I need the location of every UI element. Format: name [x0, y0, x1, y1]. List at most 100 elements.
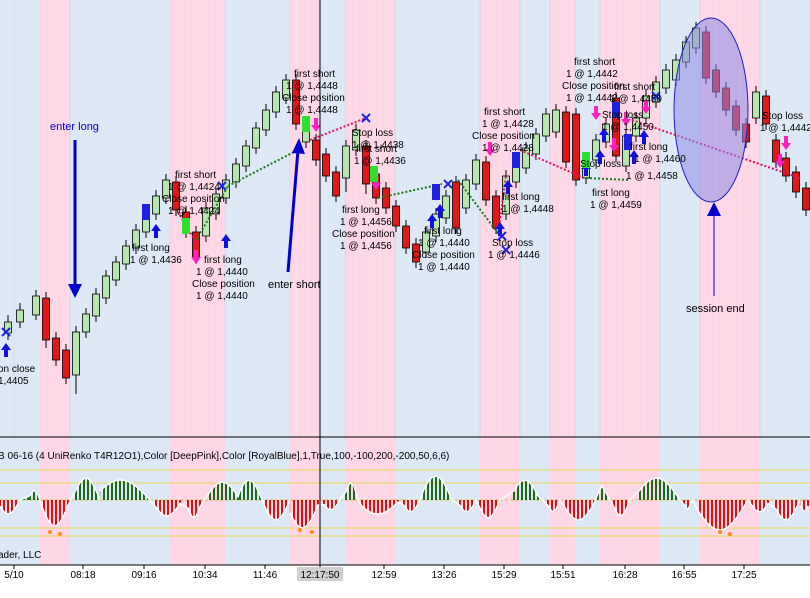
x-tick-label: 12:17:50 [301, 570, 340, 581]
annotation-label: Stop loss [492, 238, 533, 249]
trade-entry-marker [302, 116, 310, 132]
annotation-label: 1 @ 1,4459 [590, 200, 642, 211]
annotation-label: 1 @ 1,4448 [286, 105, 338, 116]
candle-up [752, 91, 760, 119]
session-band [0, 0, 14, 565]
trade-entry-marker [582, 152, 590, 168]
annotation-label: 1 @ 1,4438 [352, 140, 404, 151]
indicator-panel [0, 438, 810, 565]
short-arrow-icon [591, 106, 601, 120]
exit-marker-icon [217, 181, 227, 191]
indicator-band [0, 438, 40, 565]
annotation-label: first short [614, 82, 655, 93]
short-arrow-icon [621, 112, 631, 126]
session-end-ellipse [673, 17, 749, 203]
watermark: ader, LLC [0, 550, 41, 561]
candle-up [162, 179, 170, 199]
trade-entry-marker [624, 134, 632, 150]
annotation-label: Close position [332, 229, 395, 240]
long-arrow-icon [221, 234, 231, 248]
candle-up [532, 133, 540, 155]
annotation-label: 1 @ 1,4450 [602, 122, 654, 133]
annotation-label: first short [175, 170, 216, 181]
candle-up [72, 331, 80, 376]
short-arrow-icon [641, 100, 651, 114]
annotation-label: Stop loss [602, 110, 643, 121]
candle-down [482, 161, 490, 201]
candle-down [52, 337, 60, 361]
highlighted-tick-box [297, 567, 343, 581]
candle-up [102, 275, 110, 299]
annotation-label: session end [686, 303, 745, 315]
x-tick-label: 10:34 [192, 570, 217, 581]
x-tick-label: 11:46 [253, 570, 278, 581]
candle-down [172, 181, 180, 211]
long-arrow-icon [629, 150, 639, 164]
indicator-extreme-dot [718, 530, 722, 534]
indicator-band [550, 438, 575, 565]
candle-down [322, 153, 330, 177]
indicator-extreme-dot [298, 528, 302, 532]
candle-down [412, 243, 420, 263]
annotation-label: Close position [282, 93, 345, 104]
candle-down [392, 205, 400, 227]
exit-marker-icon [361, 113, 371, 123]
annotation-label: 1 @ 1,4440 [418, 238, 470, 249]
annotation-label: 1 @ 1,4440 [418, 262, 470, 273]
annotation-label: 1 @ 1,4442 [566, 93, 618, 104]
indicator-title: B 06-16 (4 UniRenko T4R12O1),Color [Deep… [0, 451, 449, 462]
candle-down [792, 171, 800, 193]
candle-up [462, 179, 470, 209]
indicator-extreme-dot [310, 530, 314, 534]
candle-down [362, 145, 370, 185]
x-axis: 5/10 08:18 09:16 10:34 11:46 12:17:50 12:59 13:… [4, 565, 757, 581]
candle-up [252, 127, 260, 149]
annotation-label: 1 @ 1,4440 [196, 291, 248, 302]
annotation-label: Close position [192, 279, 255, 290]
candle-up [472, 159, 480, 185]
candle-up [92, 293, 100, 317]
trade-line [227, 151, 295, 187]
candle-up [122, 245, 130, 265]
candle-up [502, 175, 510, 215]
annotation-label: Close position [562, 81, 625, 92]
x-tick-label: 5/10 [4, 570, 24, 581]
candle-down [562, 111, 570, 163]
annotation-label: Stop loss [580, 159, 621, 170]
candle-down [492, 195, 500, 229]
annotation-label: 1 @ 1,4448 [286, 81, 338, 92]
annotation-label: first long [630, 142, 668, 153]
x-tick-label: 16:28 [612, 570, 637, 581]
candle-up [232, 163, 240, 183]
annotation-label: 1 @ 1,4436 [130, 255, 182, 266]
long-arrow-icon [599, 128, 609, 142]
trade-line [585, 177, 631, 181]
x-tick-label: 15:51 [550, 570, 575, 581]
annotation-label: 1 @ 1,4428 [482, 143, 534, 154]
enter-short-arrow [286, 149, 300, 273]
annotation-label: 1 @ 1,4456 [340, 241, 392, 252]
annotation-label: first short [484, 107, 525, 118]
x-tick-label: 16:55 [671, 570, 696, 581]
enter-long-arrowhead-icon [68, 284, 82, 298]
long-arrow-icon [427, 214, 437, 228]
long-arrow-icon [503, 180, 513, 194]
indicator-band [395, 438, 480, 565]
annotation-label: 1 @ 1,4440 [196, 267, 248, 278]
annotation-label: Stop loss [762, 111, 803, 122]
annotation-label: 1 @ 1,4442 [760, 123, 810, 134]
annotation-label: first short [356, 144, 397, 155]
candle-up [442, 195, 450, 219]
candle-up [82, 313, 90, 333]
trade-line [177, 211, 199, 247]
annotation-label: enter long [50, 121, 99, 133]
candle-down [332, 171, 340, 197]
annotation-label: 1 @ 1,4428 [482, 119, 534, 130]
exit-marker-icon [443, 179, 453, 189]
candle-up [282, 79, 290, 99]
annotation-label: first long [132, 243, 170, 254]
annotation-label: first long [424, 226, 462, 237]
enter-short-arrowhead-icon [292, 138, 305, 154]
candle-up [212, 193, 220, 215]
session-end-highlight [673, 17, 749, 203]
